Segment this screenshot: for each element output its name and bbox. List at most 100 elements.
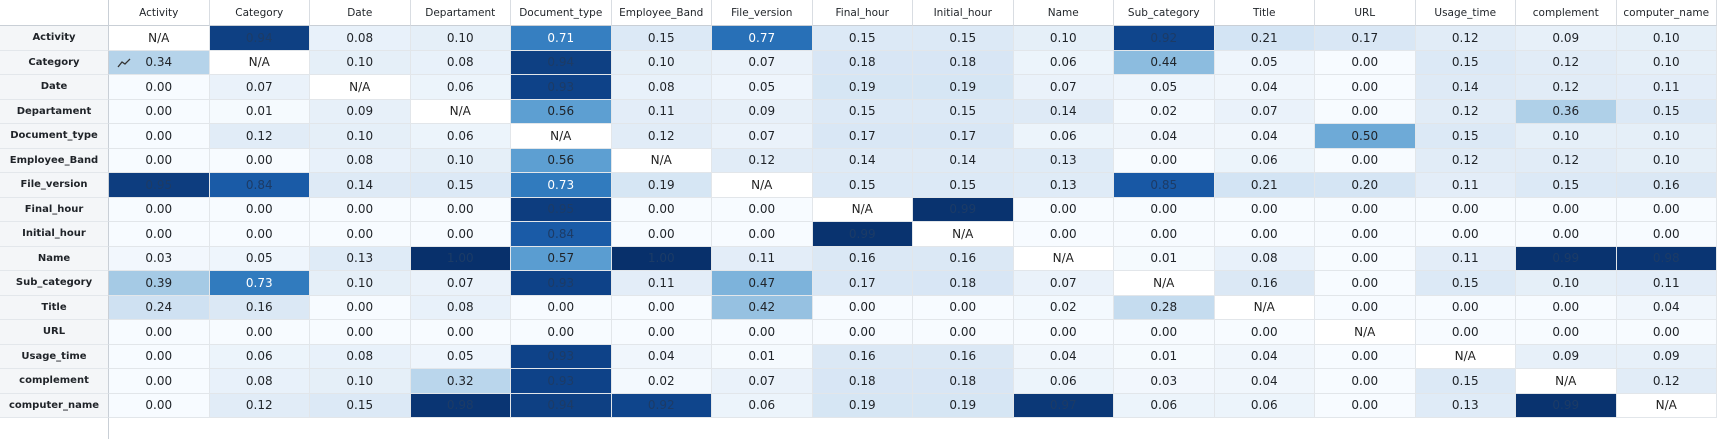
heatmap-cell[interactable]: 0.00 bbox=[310, 320, 411, 345]
heatmap-cell[interactable]: 0.12 bbox=[1415, 148, 1516, 173]
heatmap-cell[interactable]: N/A bbox=[109, 26, 210, 51]
heatmap-cell[interactable]: 0.08 bbox=[611, 75, 712, 100]
heatmap-cell[interactable]: 0.16 bbox=[913, 246, 1014, 271]
heatmap-cell[interactable]: 0.06 bbox=[1114, 393, 1215, 418]
heatmap-cell[interactable]: 0.10 bbox=[310, 271, 411, 296]
heatmap-cell[interactable]: 0.00 bbox=[109, 393, 210, 418]
heatmap-cell[interactable]: 0.93 bbox=[511, 344, 612, 369]
heatmap-cell[interactable]: 0.00 bbox=[310, 295, 411, 320]
heatmap-cell[interactable]: 0.12 bbox=[1415, 99, 1516, 124]
heatmap-cell[interactable]: 0.85 bbox=[1114, 173, 1215, 198]
heatmap-cell[interactable]: 0.00 bbox=[1013, 320, 1114, 345]
heatmap-cell[interactable]: 0.14 bbox=[812, 148, 913, 173]
heatmap-cell[interactable]: 0.00 bbox=[209, 320, 310, 345]
heatmap-cell[interactable]: 0.13 bbox=[1415, 393, 1516, 418]
heatmap-cell[interactable]: 0.06 bbox=[1013, 50, 1114, 75]
column-header[interactable]: Sub_category bbox=[1114, 0, 1215, 26]
heatmap-cell[interactable]: 0.00 bbox=[611, 222, 712, 247]
heatmap-cell[interactable]: 0.06 bbox=[1013, 369, 1114, 394]
heatmap-cell[interactable]: 0.18 bbox=[812, 369, 913, 394]
heatmap-cell[interactable]: 0.00 bbox=[913, 320, 1014, 345]
heatmap-cell[interactable]: 0.08 bbox=[310, 344, 411, 369]
heatmap-cell[interactable]: 0.10 bbox=[1616, 124, 1717, 149]
heatmap-cell[interactable]: 0.92 bbox=[1114, 26, 1215, 51]
row-header[interactable]: Usage_time bbox=[0, 344, 109, 369]
heatmap-cell[interactable]: 0.12 bbox=[1516, 148, 1617, 173]
heatmap-cell[interactable]: 0.15 bbox=[1415, 124, 1516, 149]
heatmap-cell[interactable]: 0.36 bbox=[1516, 99, 1617, 124]
heatmap-cell[interactable]: 1.00 bbox=[410, 246, 511, 271]
heatmap-cell[interactable]: 0.56 bbox=[511, 148, 612, 173]
heatmap-cell[interactable]: 0.00 bbox=[511, 320, 612, 345]
column-header[interactable]: Document_type bbox=[511, 0, 612, 26]
heatmap-cell[interactable]: 0.00 bbox=[1214, 222, 1315, 247]
heatmap-cell[interactable]: 0.19 bbox=[913, 393, 1014, 418]
heatmap-cell[interactable]: 0.15 bbox=[913, 173, 1014, 198]
heatmap-cell[interactable]: 0.16 bbox=[812, 246, 913, 271]
heatmap-cell[interactable]: 0.99 bbox=[913, 197, 1014, 222]
heatmap-cell[interactable]: 0.15 bbox=[1616, 99, 1717, 124]
heatmap-cell[interactable]: N/A bbox=[1415, 344, 1516, 369]
heatmap-cell[interactable]: 0.00 bbox=[611, 197, 712, 222]
heatmap-cell[interactable]: 0.10 bbox=[1616, 26, 1717, 51]
heatmap-cell[interactable]: 0.19 bbox=[913, 75, 1014, 100]
heatmap-cell[interactable]: 0.18 bbox=[913, 50, 1014, 75]
heatmap-cell[interactable]: 0.20 bbox=[1315, 173, 1416, 198]
heatmap-cell[interactable]: 0.94 bbox=[511, 50, 612, 75]
heatmap-cell[interactable]: 0.05 bbox=[712, 75, 813, 100]
heatmap-cell[interactable]: 0.93 bbox=[511, 369, 612, 394]
heatmap-cell[interactable]: 0.01 bbox=[1114, 344, 1215, 369]
heatmap-cell[interactable]: 0.12 bbox=[712, 148, 813, 173]
heatmap-cell[interactable]: 0.16 bbox=[812, 344, 913, 369]
heatmap-cell[interactable]: 0.19 bbox=[812, 75, 913, 100]
heatmap-cell[interactable]: 0.11 bbox=[1616, 75, 1717, 100]
heatmap-cell[interactable]: 0.06 bbox=[1013, 124, 1114, 149]
heatmap-cell[interactable]: 0.00 bbox=[812, 295, 913, 320]
heatmap-cell[interactable]: N/A bbox=[1616, 393, 1717, 418]
column-header[interactable]: Date bbox=[310, 0, 411, 26]
heatmap-cell[interactable]: 0.00 bbox=[1013, 197, 1114, 222]
column-header[interactable]: Title bbox=[1214, 0, 1315, 26]
heatmap-cell[interactable]: 0.11 bbox=[1415, 173, 1516, 198]
row-header[interactable]: computer_name bbox=[0, 393, 109, 418]
heatmap-cell[interactable]: 0.00 bbox=[109, 369, 210, 394]
heatmap-cell[interactable]: 0.14 bbox=[1013, 99, 1114, 124]
heatmap-cell[interactable]: 0.06 bbox=[209, 344, 310, 369]
heatmap-cell[interactable]: 0.03 bbox=[1114, 369, 1215, 394]
row-header[interactable]: Final_hour bbox=[0, 197, 109, 222]
heatmap-cell[interactable]: 0.10 bbox=[1516, 124, 1617, 149]
heatmap-cell[interactable]: 0.07 bbox=[209, 75, 310, 100]
heatmap-cell[interactable]: 0.15 bbox=[913, 99, 1014, 124]
heatmap-cell[interactable]: N/A bbox=[1114, 271, 1215, 296]
trend-line-icon[interactable] bbox=[117, 58, 131, 68]
heatmap-cell[interactable]: 0.00 bbox=[1315, 148, 1416, 173]
heatmap-cell[interactable]: 0.04 bbox=[1214, 75, 1315, 100]
heatmap-cell[interactable]: 0.17 bbox=[913, 124, 1014, 149]
heatmap-cell[interactable]: 0.04 bbox=[611, 344, 712, 369]
heatmap-cell[interactable]: 0.99 bbox=[1516, 246, 1617, 271]
heatmap-cell[interactable]: 0.11 bbox=[611, 99, 712, 124]
heatmap-cell[interactable]: 0.16 bbox=[209, 295, 310, 320]
heatmap-cell[interactable]: 0.15 bbox=[1415, 369, 1516, 394]
column-header[interactable]: complement bbox=[1516, 0, 1617, 26]
heatmap-cell[interactable]: 0.12 bbox=[1516, 50, 1617, 75]
heatmap-cell[interactable]: 0.04 bbox=[1114, 124, 1215, 149]
row-header[interactable]: Title bbox=[0, 295, 109, 320]
row-header[interactable]: Initial_hour bbox=[0, 222, 109, 247]
heatmap-cell[interactable]: 0.03 bbox=[109, 246, 210, 271]
heatmap-cell[interactable]: 0.09 bbox=[1516, 344, 1617, 369]
heatmap-cell[interactable]: N/A bbox=[913, 222, 1014, 247]
column-header[interactable]: Category bbox=[209, 0, 310, 26]
heatmap-cell[interactable]: N/A bbox=[410, 99, 511, 124]
heatmap-cell[interactable]: 0.18 bbox=[812, 50, 913, 75]
heatmap-cell[interactable]: 0.10 bbox=[410, 26, 511, 51]
heatmap-cell[interactable]: 0.00 bbox=[109, 148, 210, 173]
heatmap-cell[interactable]: 0.56 bbox=[511, 99, 612, 124]
heatmap-cell[interactable]: 0.07 bbox=[1013, 75, 1114, 100]
heatmap-cell[interactable]: 0.00 bbox=[109, 75, 210, 100]
heatmap-cell[interactable]: 0.92 bbox=[611, 393, 712, 418]
heatmap-cell[interactable]: 0.00 bbox=[1214, 197, 1315, 222]
heatmap-cell[interactable]: 0.08 bbox=[310, 148, 411, 173]
heatmap-cell[interactable]: N/A bbox=[209, 50, 310, 75]
heatmap-cell[interactable]: 0.15 bbox=[310, 393, 411, 418]
